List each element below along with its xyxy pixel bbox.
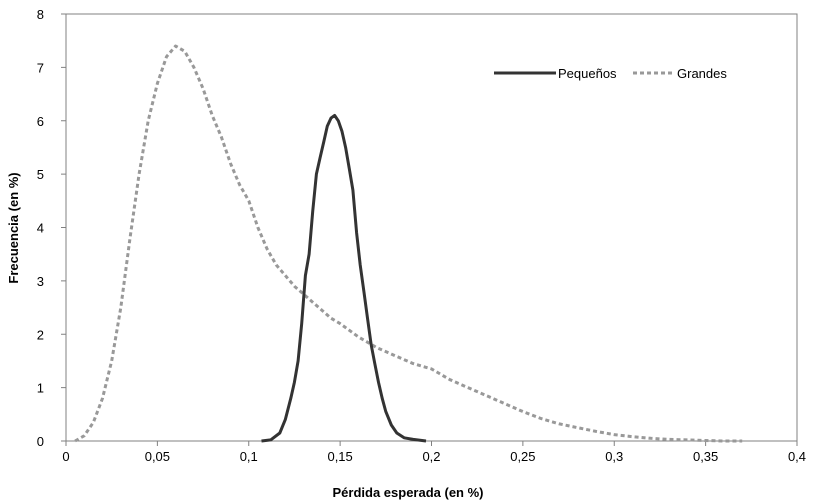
x-tick-label: 0,2 [422,449,440,464]
x-axis-ticks: 0 0,05 0,1 0,15 0,2 0,25 0,3 0,35 0,4 [62,441,806,464]
y-tick-label: 7 [37,60,44,75]
x-axis-title: Pérdida esperada (en %) [333,485,484,500]
legend: Pequeños Grandes [494,66,727,81]
series-line-pequenos [261,113,427,443]
y-tick-label: 8 [37,7,44,22]
y-tick-label: 5 [37,167,44,182]
x-tick-label: 0,35 [693,449,718,464]
legend-label-pequenos: Pequeños [558,66,617,81]
x-tick-label: 0,3 [605,449,623,464]
x-tick-label: 0,1 [240,449,258,464]
x-tick-label: 0,15 [327,449,352,464]
x-tick-label: 0,25 [510,449,535,464]
y-tick-label: 2 [37,327,44,342]
y-axis-title: Frecuencia (en %) [6,172,21,283]
y-tick-label: 4 [37,221,44,236]
x-tick-label: 0,4 [788,449,806,464]
series-layer [74,44,743,443]
y-tick-label: 3 [37,274,44,289]
y-tick-label: 1 [37,381,44,396]
legend-label-grandes: Grandes [677,66,727,81]
y-tick-label: 6 [37,114,44,129]
series-line-grandes [74,44,743,443]
y-tick-label: 0 [37,434,44,449]
y-axis-ticks: 0 1 2 3 4 5 6 7 8 [37,7,66,449]
x-tick-label: 0,05 [145,449,170,464]
x-tick-label: 0 [62,449,69,464]
